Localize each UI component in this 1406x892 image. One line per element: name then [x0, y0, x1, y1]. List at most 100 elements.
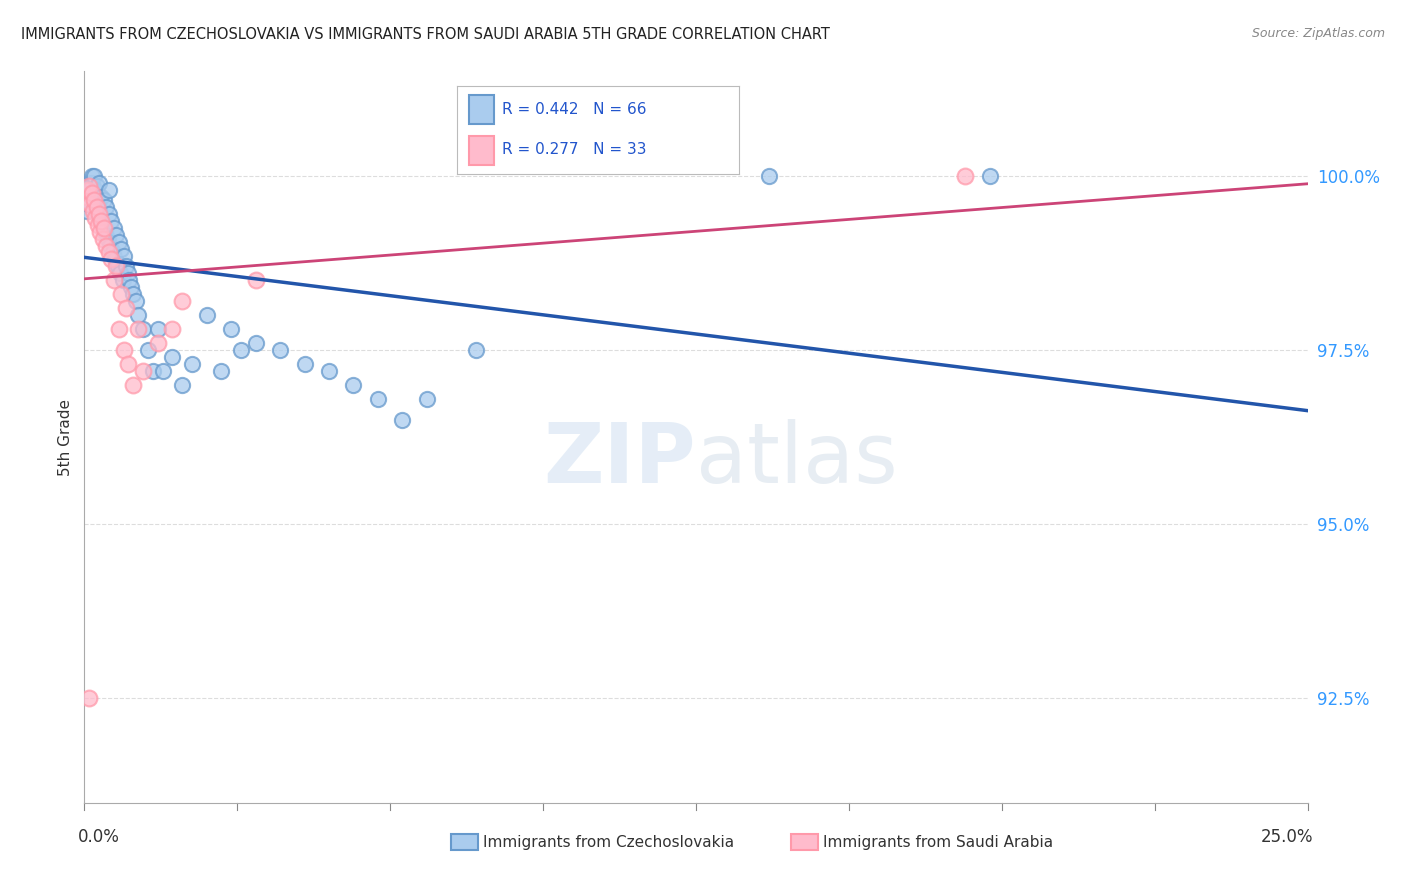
- Point: [181, 357, 204, 371]
- Point: [87, 196, 110, 211]
- Point: [93, 193, 115, 207]
- Text: IMMIGRANTS FROM CZECHOSLOVAKIA VS IMMIGRANTS FROM SAUDI ARABIA 5TH GRADE CORRELA: IMMIGRANTS FROM CZECHOSLOVAKIA VS IMMIGR…: [21, 27, 830, 42]
- Point: [87, 218, 110, 232]
- Point: [107, 260, 129, 274]
- Text: 0.0%: 0.0%: [79, 829, 120, 847]
- Point: [86, 200, 108, 214]
- Point: [82, 186, 104, 201]
- Point: [132, 364, 155, 378]
- Point: [77, 183, 100, 197]
- Point: [104, 252, 127, 267]
- Point: [122, 377, 145, 392]
- Point: [77, 196, 100, 211]
- Point: [76, 203, 98, 218]
- Point: [953, 169, 976, 183]
- Point: [294, 357, 316, 371]
- Point: [245, 336, 267, 351]
- Point: [146, 336, 169, 351]
- Point: [97, 245, 120, 260]
- Point: [146, 322, 169, 336]
- Point: [117, 266, 139, 280]
- Point: [80, 169, 103, 183]
- Point: [97, 231, 120, 245]
- Point: [105, 228, 128, 243]
- Point: [84, 183, 107, 197]
- Point: [87, 207, 110, 221]
- Point: [83, 190, 105, 204]
- Point: [98, 238, 121, 252]
- Point: [172, 377, 194, 392]
- Point: [464, 343, 486, 357]
- Point: [132, 322, 155, 336]
- Point: [152, 364, 174, 378]
- Point: [107, 322, 129, 336]
- Point: [115, 260, 138, 274]
- Point: [83, 193, 105, 207]
- Point: [195, 308, 218, 322]
- Point: [111, 273, 134, 287]
- Point: [77, 183, 100, 197]
- Point: [110, 287, 132, 301]
- Point: [83, 169, 105, 183]
- Point: [758, 169, 780, 183]
- Point: [93, 221, 115, 235]
- Text: ZIP: ZIP: [544, 418, 696, 500]
- Point: [120, 280, 142, 294]
- Point: [115, 301, 138, 316]
- Point: [77, 691, 100, 706]
- Text: Immigrants from Czechoslovakia: Immigrants from Czechoslovakia: [484, 835, 734, 850]
- Point: [118, 273, 141, 287]
- Point: [96, 238, 118, 252]
- Point: [117, 357, 139, 371]
- Point: [101, 245, 124, 260]
- Point: [416, 392, 439, 406]
- Point: [127, 322, 149, 336]
- FancyBboxPatch shape: [792, 834, 818, 850]
- Point: [100, 214, 122, 228]
- Point: [245, 273, 267, 287]
- Point: [142, 364, 165, 378]
- Point: [162, 322, 184, 336]
- Point: [76, 190, 98, 204]
- Point: [108, 266, 131, 280]
- Point: [162, 350, 184, 364]
- Point: [105, 260, 128, 274]
- Point: [391, 412, 413, 426]
- Point: [77, 179, 100, 194]
- Text: 25.0%: 25.0%: [1261, 829, 1313, 847]
- Point: [82, 203, 104, 218]
- Text: atlas: atlas: [696, 418, 897, 500]
- Text: Immigrants from Saudi Arabia: Immigrants from Saudi Arabia: [823, 835, 1053, 850]
- FancyBboxPatch shape: [451, 834, 478, 850]
- Point: [91, 231, 114, 245]
- Point: [103, 273, 125, 287]
- Point: [269, 343, 291, 357]
- Point: [318, 364, 340, 378]
- Point: [96, 200, 118, 214]
- Point: [80, 186, 103, 201]
- Text: Source: ZipAtlas.com: Source: ZipAtlas.com: [1251, 27, 1385, 40]
- Point: [367, 392, 389, 406]
- Point: [79, 179, 101, 194]
- Point: [979, 169, 1001, 183]
- Point: [79, 196, 101, 211]
- Point: [172, 294, 194, 309]
- Point: [91, 218, 114, 232]
- Point: [77, 176, 100, 190]
- Point: [125, 294, 148, 309]
- Point: [122, 287, 145, 301]
- Point: [90, 190, 112, 204]
- Point: [80, 176, 103, 190]
- Point: [127, 308, 149, 322]
- Point: [84, 211, 107, 225]
- Point: [86, 179, 108, 194]
- Point: [110, 242, 132, 256]
- Point: [136, 343, 159, 357]
- Point: [112, 343, 135, 357]
- Point: [97, 207, 120, 221]
- Point: [94, 225, 117, 239]
- Point: [97, 183, 120, 197]
- Point: [87, 176, 110, 190]
- Y-axis label: 5th Grade: 5th Grade: [58, 399, 73, 475]
- Point: [342, 377, 364, 392]
